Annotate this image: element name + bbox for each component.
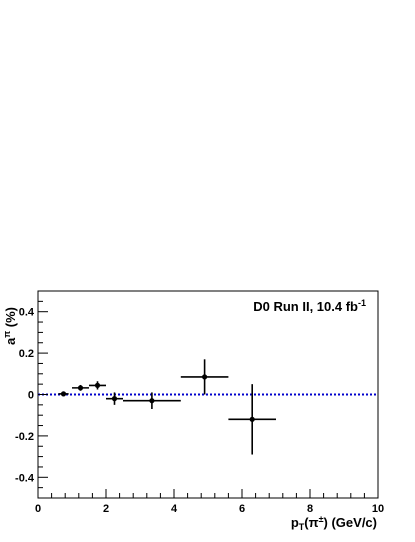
data-points-layer bbox=[58, 359, 276, 455]
data-point bbox=[106, 392, 123, 405]
point-marker bbox=[77, 385, 84, 391]
y-tick-label: 0 bbox=[28, 390, 34, 402]
x-tick-label: 2 bbox=[103, 503, 109, 515]
tick-layer: 0 2 4 6 8 10 -0.4 -0.2 0 0.2 0.4 bbox=[15, 290, 384, 515]
x-tick-label: 10 bbox=[372, 503, 384, 515]
data-point bbox=[89, 381, 106, 390]
data-point bbox=[180, 359, 229, 395]
x-tick-label: 6 bbox=[239, 503, 245, 515]
y-tick-label: -0.2 bbox=[15, 431, 34, 443]
data-point bbox=[228, 384, 276, 455]
x-tick-label: 0 bbox=[35, 503, 41, 515]
data-point bbox=[123, 392, 181, 409]
data-point bbox=[58, 391, 69, 397]
x-tick-label: 8 bbox=[307, 503, 313, 515]
point-marker bbox=[60, 391, 67, 397]
x-axis-title: pT(π±) (GeV/c) bbox=[291, 514, 377, 532]
y-tick-label: -0.4 bbox=[15, 472, 35, 484]
point-marker bbox=[202, 374, 208, 380]
data-point bbox=[72, 384, 89, 391]
point-marker bbox=[111, 396, 118, 402]
x-tick-label: 4 bbox=[171, 503, 178, 515]
annotation-label: D0 Run II, 10.4 fb-1 bbox=[253, 298, 366, 314]
point-marker bbox=[94, 382, 101, 388]
y-tick-label: 0.4 bbox=[19, 307, 35, 319]
point-marker bbox=[149, 398, 155, 404]
y-tick-label: 0.2 bbox=[19, 348, 34, 360]
y-axis-title: aπ (%) bbox=[2, 307, 18, 345]
point-marker bbox=[249, 416, 255, 422]
